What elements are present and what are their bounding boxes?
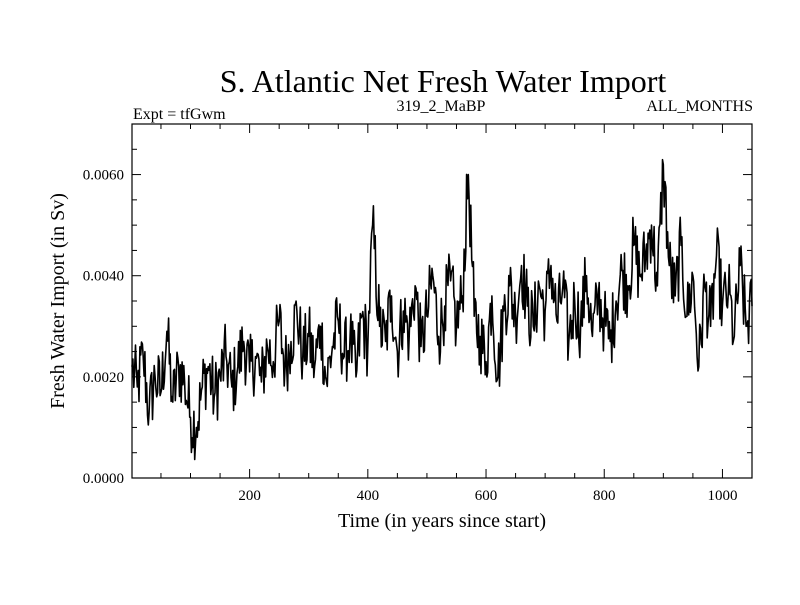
x-tick-label: 400 xyxy=(357,488,380,504)
axis-ticks xyxy=(132,124,752,478)
chart-title: S. Atlantic Net Fresh Water Import xyxy=(220,63,667,99)
x-tick-label: 200 xyxy=(238,488,261,504)
y-axis-label: Fresh Water Import (in Sv) xyxy=(47,193,69,409)
chart-subtitle-right: ALL_MONTHS xyxy=(646,98,753,115)
chart-subtitle-center: 319_2_MaBP xyxy=(397,98,486,115)
series-line xyxy=(131,158,753,461)
chart-subtitle-left: Expt = tfGwm xyxy=(133,106,226,123)
x-tick-label: 600 xyxy=(475,488,498,504)
y-tick-label: 0.0040 xyxy=(83,269,124,285)
axis-tick-labels: 200 400 600 800 1000 0.0000 0.0020 0.0040 0.0060 xyxy=(83,168,738,504)
x-tick-label: 800 xyxy=(593,488,616,504)
y-tick-label: 0.0000 xyxy=(83,471,124,487)
plot-frame xyxy=(131,123,753,479)
x-tick-label: 1000 xyxy=(707,488,737,504)
y-tick-label: 0.0020 xyxy=(83,370,124,386)
y-tick-label: 0.0060 xyxy=(83,168,124,184)
x-axis-label: Time (in years since start) xyxy=(338,510,546,532)
